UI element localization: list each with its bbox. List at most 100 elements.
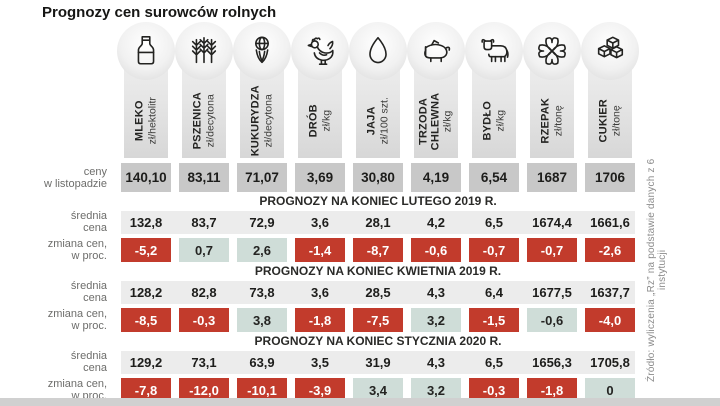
column-header-bydlo: BYDŁO zł/kg	[465, 22, 523, 158]
average-values: 132,8 83,7 72,9 3,6 28,1 4,2 6,5 1674,4 1661,6	[121, 210, 635, 234]
egg-icon	[369, 36, 387, 64]
row-average-price: średnia cena 128,2 82,8 73,8 3,6 28,5 4,3 6,4 1…	[0, 280, 720, 304]
icon-circle	[233, 22, 291, 80]
icon-circle	[117, 22, 175, 80]
column-header-pszenica: PSZENICA zł/decytona	[175, 22, 233, 158]
value-cell: -0,7	[527, 238, 577, 262]
value-cell: 72,9	[249, 214, 275, 230]
value-cell: 4,3	[426, 354, 446, 370]
column-name: PSZENICA	[191, 92, 204, 150]
value-cell: -1,4	[295, 238, 345, 262]
section-header-feb-2019: PROGNOZY NA KONIEC LUTEGO 2019 R.	[259, 194, 497, 208]
icon-circle	[349, 22, 407, 80]
value-cell: 83,11	[179, 163, 229, 192]
row-label-average: średnia cena	[70, 350, 107, 374]
value-cell: 4,3	[426, 284, 446, 300]
value-cell: 3,69	[295, 163, 345, 192]
value-cell: -8,7	[353, 238, 403, 262]
row-label-november: ceny w listopadzie	[44, 165, 107, 190]
value-cell: 1637,7	[590, 284, 630, 300]
column-header-kukurydza: KUKURYDZA zł/decytona	[233, 22, 291, 158]
value-cell: 140,10	[121, 163, 171, 192]
column-unit: zł/kg	[441, 110, 454, 132]
value-cell: 3,8	[237, 308, 287, 332]
column-unit: zł/tonę	[551, 105, 564, 137]
column-name: BYDŁO	[481, 101, 494, 141]
rapeseed-icon	[538, 37, 566, 65]
column-name: RZEPAK	[539, 98, 552, 144]
row-price-change: zmiana cen, w proc. -5,2 0,7 2,6 -1,4 -8,7 -0…	[0, 238, 720, 262]
bottom-bar	[0, 398, 720, 406]
row-label-change: zmiana cen, w proc.	[47, 308, 107, 332]
change-values: -8,5 -0,3 3,8 -1,8 -7,5 3,2 -1,5 -0,6 -4,0	[121, 308, 635, 332]
icon-circle	[175, 22, 233, 80]
section-header-jan-2020: PROGNOZY NA KONIEC STYCZNIA 2020 R.	[254, 334, 502, 348]
value-cell: -7,5	[353, 308, 403, 332]
value-cell: -8,5	[121, 308, 171, 332]
value-cell: 1656,3	[532, 354, 572, 370]
row-average-price: średnia cena 132,8 83,7 72,9 3,6 28,1 4,2 6,5 1…	[0, 210, 720, 234]
value-cell: -0,3	[179, 308, 229, 332]
column-header-trzoda: TRZODA CHLEWNA zł/kg	[407, 22, 465, 158]
column-name: JAJA	[365, 106, 378, 136]
average-values: 129,2 73,1 63,9 3,5 31,9 4,3 6,5 1656,3 1705,8	[121, 350, 635, 374]
value-cell: 6,5	[484, 214, 504, 230]
average-values: 128,2 82,8 73,8 3,6 28,5 4,3 6,4 1677,5 1637,7	[121, 280, 635, 304]
value-cell: 3,2	[411, 308, 461, 332]
value-cell: 1687	[527, 163, 577, 192]
section-header-apr-2019: PROGNOZY NA KONIEC KWIETNIA 2019 R.	[254, 264, 502, 278]
value-cell: 1674,4	[532, 214, 572, 230]
icon-circle	[523, 22, 581, 80]
column-unit: zł/kg	[319, 110, 332, 132]
value-cell: 6,54	[469, 163, 519, 192]
corn-icon	[255, 36, 269, 64]
column-unit: zł/kg	[493, 110, 506, 132]
column-header-cukier: CUKIER zł/tonę	[581, 22, 639, 158]
column-unit: zł/decytona	[261, 94, 274, 148]
cattle-icon	[481, 38, 509, 63]
pig-icon	[424, 39, 451, 63]
column-header-mleko: MLEKO zł/hektolitr	[117, 22, 175, 158]
value-cell: 1661,6	[590, 214, 630, 230]
value-cell: 1705,8	[590, 354, 630, 370]
value-cell: 1677,5	[532, 284, 572, 300]
value-cell: 4,19	[411, 163, 461, 192]
value-cell: -4,0	[585, 308, 635, 332]
column-name: CUKIER	[597, 99, 610, 143]
column-header-jaja: JAJA zł/100 szt.	[349, 22, 407, 158]
icon-circle	[581, 22, 639, 80]
row-november-prices: ceny w listopadzie 140,10 83,11 71,07 3,69 3…	[0, 163, 720, 192]
value-cell: 6,5	[484, 354, 504, 370]
column-unit: zł/hektolitr	[145, 97, 158, 145]
value-cell: -0,7	[469, 238, 519, 262]
column-unit: zł/100 szt.	[377, 97, 390, 145]
row-label-change: zmiana cen, w proc.	[47, 238, 107, 262]
value-cell: 2,6	[237, 238, 287, 262]
value-cell: 83,7	[191, 214, 217, 230]
value-cell: 3,6	[310, 214, 330, 230]
value-cell: -1,5	[469, 308, 519, 332]
value-cell: 28,1	[365, 214, 391, 230]
column-name: DRÓB	[307, 104, 320, 138]
column-unit: zł/tonę	[609, 105, 622, 137]
november-values: 140,10 83,11 71,07 3,69 30,80 4,19 6,54 1687 170…	[121, 163, 635, 192]
value-cell: 129,2	[129, 354, 163, 370]
value-cell: 82,8	[191, 284, 217, 300]
value-cell: 3,5	[310, 354, 330, 370]
row-label-average: średnia cena	[70, 280, 107, 304]
value-cell: 63,9	[249, 354, 275, 370]
value-cell: 0,7	[179, 238, 229, 262]
value-cell: 128,2	[129, 284, 163, 300]
row-average-price: średnia cena 129,2 73,1 63,9 3,5 31,9 4,3 6,5 1…	[0, 350, 720, 374]
change-values: -5,2 0,7 2,6 -1,4 -8,7 -0,6 -0,7 -0,7 -2,6	[121, 238, 635, 262]
column-headers: MLEKO zł/hektolitr PSZENICA zł/decytona	[117, 22, 720, 158]
value-cell: 73,1	[191, 354, 217, 370]
value-cell: 1706	[585, 163, 635, 192]
value-cell: -1,8	[295, 308, 345, 332]
icon-circle	[465, 22, 523, 80]
column-unit: zł/decytona	[203, 94, 216, 148]
page-title: Prognozy cen surowców rolnych	[42, 4, 277, 21]
column-header-drob: DRÓB zł/kg	[291, 22, 349, 158]
row-label-average: średnia cena	[70, 210, 107, 234]
